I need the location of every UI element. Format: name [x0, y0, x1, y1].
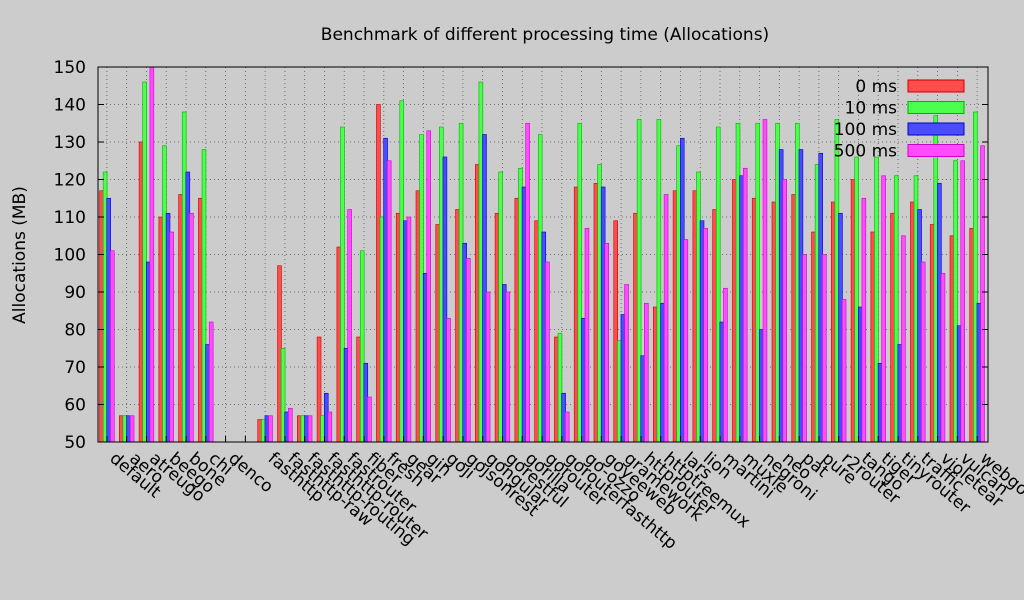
- bar-500ms-default: [110, 250, 115, 443]
- bar-500ms-traffic: [920, 261, 926, 443]
- bar-500ms-tango: [861, 197, 867, 443]
- bar-500ms-httprouter: [644, 302, 649, 443]
- chart-title: Benchmark of different processing time (…: [321, 25, 769, 45]
- bar-500ms-gojsonrest: [466, 257, 471, 443]
- legend-swatch: [907, 101, 965, 114]
- axes: [97, 66, 989, 443]
- y-tick-label: 60: [64, 396, 86, 416]
- bar-500ms-gin: [426, 130, 431, 443]
- y-tick-label: 150: [54, 58, 86, 78]
- x-ticks: defaultaeroatreugobeegobonechidencofasth…: [106, 449, 1024, 554]
- legend-label: 500 ms: [834, 142, 897, 162]
- plot-frame: [97, 66, 989, 443]
- bar-500ms-aero: [129, 415, 135, 443]
- bar-500ms-atreugo: [149, 66, 155, 443]
- bar-500ms-fastrouter: [347, 209, 352, 443]
- legend-swatch: [907, 122, 965, 136]
- y-tick-label: 120: [54, 171, 86, 191]
- legend-swatch: [907, 144, 965, 157]
- bar-500ms-chi: [208, 321, 214, 443]
- bar-500ms-httptreemux: [663, 194, 669, 443]
- bar-500ms-tinyrouter: [901, 235, 906, 443]
- legend-label: 100 ms: [834, 120, 897, 140]
- bar-500ms-lion: [703, 227, 708, 443]
- bar-500ms-gorilla: [525, 122, 530, 443]
- bar-500ms-r2router: [841, 299, 847, 443]
- y-tick-label: 100: [54, 246, 86, 266]
- bar-500ms-negroni: [762, 119, 768, 443]
- legend-label: 10 ms: [845, 99, 898, 119]
- legend-swatch: [907, 79, 965, 93]
- bar-500ms-gorouterfasthttp: [564, 411, 570, 443]
- y-tick-label: 50: [64, 433, 86, 453]
- bar-500ms-fresh: [386, 160, 392, 443]
- bar-500ms-gear: [406, 216, 412, 443]
- y-axis-label: Allocations (MB): [10, 186, 30, 324]
- bar-500ms-fiber: [367, 396, 372, 443]
- bar-500ms-gramework: [624, 284, 629, 443]
- bar-500ms-gongular: [485, 291, 491, 443]
- y-tick-label: 90: [64, 283, 86, 303]
- bar-500ms-tiger: [881, 175, 886, 443]
- bar-500ms-violetear: [940, 272, 946, 443]
- bar-500ms-muxie: [742, 167, 748, 443]
- bar-500ms-pat: [802, 254, 807, 443]
- bar-500ms-gorouter: [545, 261, 550, 443]
- y-tick-label: 70: [64, 358, 86, 378]
- bar-500ms-go-ozzo: [584, 227, 590, 443]
- y-tick-label: 110: [54, 208, 86, 228]
- bar-500ms-vulcan: [960, 160, 965, 443]
- bar-500ms-fasthttp: [268, 415, 273, 443]
- bar-500ms-martini: [723, 287, 728, 443]
- bar-500ms-beego: [169, 231, 174, 443]
- y-tick-label: 140: [54, 96, 86, 116]
- bars: [99, 66, 985, 443]
- bar-500ms-webgo: [980, 145, 985, 443]
- bar-500ms-gorestful: [505, 291, 511, 443]
- bar-500ms-goyeeweb: [604, 242, 609, 443]
- y-tick-label: 80: [64, 321, 86, 341]
- bar-500ms-goji: [446, 317, 451, 443]
- bar-500ms-neo: [782, 179, 787, 443]
- bar-500ms-pure: [822, 254, 827, 443]
- bar-500ms-fasthttp-routing: [307, 415, 313, 443]
- x-tick-label: denco: [224, 449, 277, 498]
- bar-500ms-bone: [189, 212, 194, 443]
- y-tick-label: 130: [54, 133, 86, 153]
- y-ticks: 50 60 70 80 90 100 110 120 130 140 150: [54, 58, 86, 453]
- bar-500ms-fasthttp-raw: [288, 407, 293, 443]
- bar-500ms-lars: [683, 239, 689, 443]
- bar-500ms-fasthttp-router: [327, 411, 333, 443]
- legend-label: 0 ms: [855, 77, 897, 97]
